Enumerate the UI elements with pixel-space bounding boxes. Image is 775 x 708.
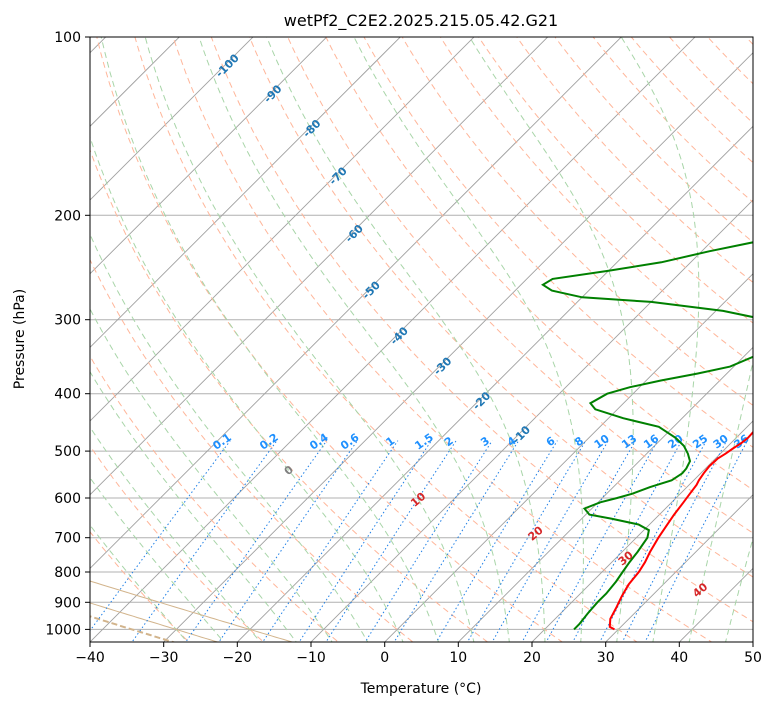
profiles	[541, 241, 753, 631]
y-axis: 100 200 300 400 500 600 700 800 900 1000	[45, 30, 90, 638]
isotherm	[384, 273, 753, 642]
y-tick-label: 600	[54, 491, 81, 507]
y-tick-label: 400	[54, 387, 81, 403]
y-tick-label: 200	[54, 208, 81, 224]
mixing-ratio-line	[521, 440, 637, 642]
mixing-ratio-line	[599, 440, 707, 642]
dry-adiabat	[90, 445, 265, 642]
mixing-ratio-line	[364, 440, 493, 642]
isotherm	[90, 37, 622, 570]
isotherm	[163, 52, 753, 642]
mixing-ratio-line	[466, 440, 587, 642]
isotherm	[90, 37, 549, 496]
pressure-gridlines	[90, 37, 753, 630]
dry-adiabat	[90, 148, 489, 642]
y-axis-label: Pressure (hPa)	[12, 289, 28, 389]
isotherm	[457, 346, 753, 642]
reference-curve	[90, 580, 295, 642]
x-axis-label: Temperature (°C)	[360, 681, 482, 697]
moist-adiabat	[266, 37, 546, 642]
dry-adiabat	[96, 37, 564, 642]
isotherm	[90, 37, 475, 422]
x-tick-label: 0	[380, 650, 389, 666]
moist-adiabat	[90, 370, 297, 642]
moist-adiabat	[90, 476, 225, 642]
isotherm	[90, 37, 254, 201]
moist-adiabat	[620, 37, 700, 642]
dry-adiabats	[90, 37, 753, 642]
isotherm	[605, 494, 753, 642]
x-tick-label: 10	[449, 650, 467, 666]
moist-adiabat	[90, 426, 261, 642]
moist-adiabat	[725, 536, 753, 642]
moist-adiabats	[90, 37, 753, 642]
moist-adiabat	[90, 232, 369, 642]
isotherm	[90, 37, 180, 127]
chart-title: wetPf2_C2E2.2025.215.05.42.G21	[284, 11, 558, 31]
dry-adiabat	[439, 37, 753, 365]
moist-adiabat	[688, 358, 753, 642]
isotherms	[90, 37, 753, 642]
isotherm	[90, 37, 401, 348]
mixing-ratio-line	[325, 440, 457, 642]
isotherm	[531, 420, 753, 642]
y-tick-label: 300	[54, 313, 81, 329]
moist-adiabat	[198, 37, 510, 642]
isotherm	[310, 199, 753, 642]
x-tick-label: 40	[670, 650, 688, 666]
moist-adiabat	[90, 135, 404, 642]
x-tick-label: −30	[149, 650, 179, 666]
x-tick-label: 50	[744, 650, 762, 666]
moist-adiabat	[90, 308, 333, 642]
dry-adiabat	[172, 37, 713, 642]
dewpoint-profile-line	[541, 241, 753, 631]
isotherm	[236, 125, 753, 642]
mixing-ratio-line	[262, 440, 399, 642]
dry-adiabat	[248, 37, 753, 578]
mixing-ratio-line	[545, 440, 659, 642]
mixing-ratio-line	[491, 440, 609, 642]
plot-frame	[89, 36, 754, 643]
dry-adiabat	[287, 37, 753, 534]
dry-adiabat	[90, 355, 339, 642]
x-tick-label: −40	[75, 650, 105, 666]
x-tick-label: 20	[523, 650, 541, 666]
isotherm	[90, 37, 328, 275]
y-tick-label: 900	[54, 595, 81, 611]
y-tick-label: 100	[54, 30, 81, 46]
mixing-ratio-lines	[90, 440, 748, 642]
moist-adiabat	[144, 37, 475, 642]
isotherm	[90, 37, 696, 642]
dry-adiabat	[134, 37, 638, 642]
y-tick-label: 800	[54, 565, 81, 581]
temperature-profile-line	[608, 430, 753, 631]
x-axis: −40 −30 −20 −10 0 10 20 30 40 50	[75, 642, 762, 666]
y-tick-label: 1000	[45, 622, 81, 638]
y-tick-label: 500	[54, 444, 81, 460]
moist-adiabat	[469, 37, 634, 642]
mixing-ratio-line	[621, 440, 728, 642]
reference-curve	[90, 602, 220, 642]
mixing-ratio-line	[435, 440, 558, 642]
x-tick-label: −10	[296, 650, 326, 666]
x-tick-label: −20	[223, 650, 253, 666]
x-tick-label: 30	[597, 650, 615, 666]
moist-adiabat	[353, 37, 584, 642]
mixing-ratio-line	[131, 440, 278, 642]
dry-adiabat	[90, 258, 414, 642]
mixing-ratio-line	[298, 440, 432, 642]
mixing-ratio-line	[644, 440, 748, 642]
dry-adiabat	[478, 37, 753, 324]
plot-area: 0.1 0.2 0.4 0.6 1 1.5 2 3 4 6 8 10 13 16 20 25 30 36-100-…	[90, 37, 753, 642]
moist-adiabat	[100, 37, 440, 642]
reference-curves	[90, 580, 295, 642]
y-tick-label: 700	[54, 531, 81, 547]
mixing-ratio-line	[572, 440, 683, 642]
dry-adiabat	[210, 37, 753, 623]
